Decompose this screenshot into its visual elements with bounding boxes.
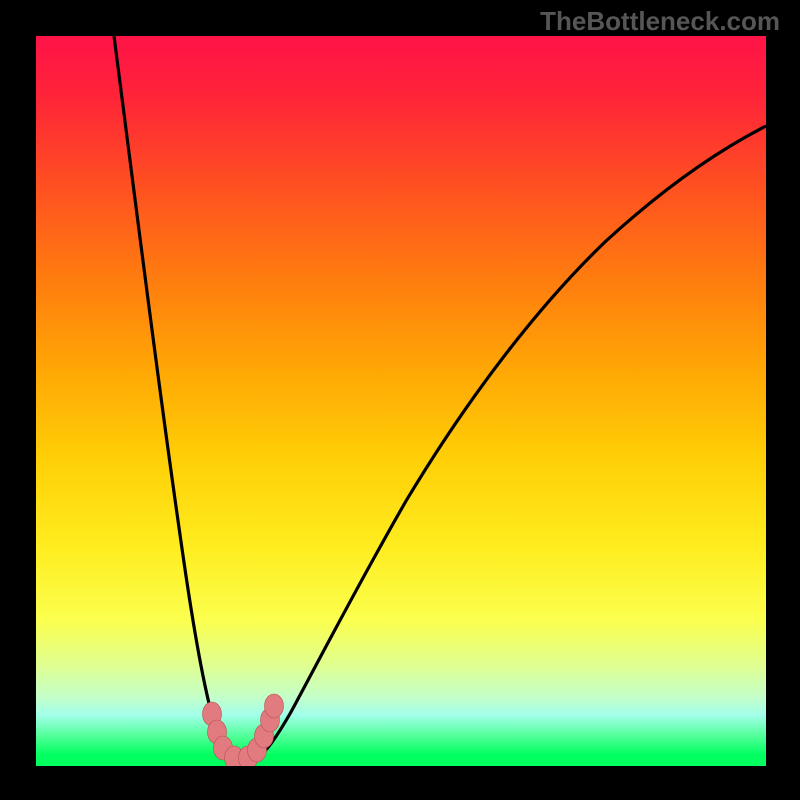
marker-point	[265, 694, 284, 718]
watermark-text: TheBottleneck.com	[540, 6, 780, 37]
curve-left	[114, 36, 242, 762]
marker-group	[203, 694, 284, 766]
chart-canvas: TheBottleneck.com	[0, 0, 800, 800]
curve-layer	[36, 36, 766, 766]
plot-area	[36, 36, 766, 766]
curve-right	[242, 126, 766, 762]
